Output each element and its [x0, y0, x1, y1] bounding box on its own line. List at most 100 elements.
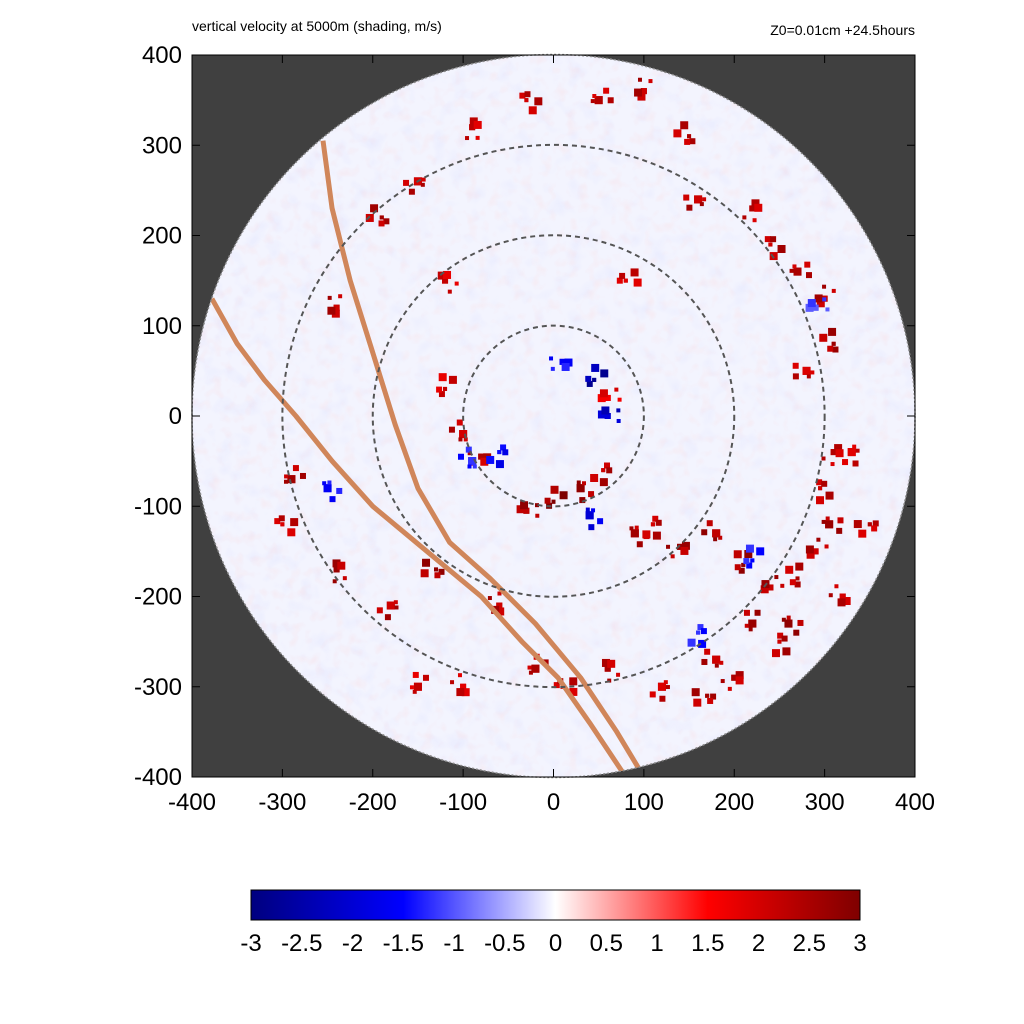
updraft-cell: [496, 607, 505, 616]
updraft-cell: [742, 215, 747, 220]
updraft-cell: [673, 129, 682, 138]
range-ring: [462, 324, 645, 508]
downdraft-cell: [559, 358, 566, 365]
downdraft-cell: [601, 406, 610, 415]
updraft-cell: [852, 460, 859, 467]
downdraft-cell: [502, 449, 509, 456]
updraft-cell: [754, 203, 763, 212]
updraft-cell: [454, 281, 459, 286]
updraft-cell: [603, 87, 610, 94]
updraft-cell: [601, 468, 606, 473]
updraft-cell: [748, 619, 757, 628]
y-tick-label: -100: [134, 493, 182, 520]
updraft-cell: [784, 619, 793, 628]
updraft-cell: [684, 138, 691, 145]
downdraft-cell: [495, 460, 504, 469]
updraft-cell: [550, 485, 559, 494]
updraft-cell: [735, 671, 744, 680]
updraft-cell: [831, 288, 836, 293]
updraft-cell: [278, 515, 285, 522]
velocity-patches: [274, 77, 879, 707]
updraft-cell: [795, 562, 804, 571]
updraft-cell: [701, 529, 708, 536]
updraft-cell: [806, 550, 815, 559]
updraft-cell: [616, 277, 623, 284]
updraft-cell: [853, 520, 862, 529]
updraft-cell: [794, 581, 801, 588]
model-domain: [192, 54, 915, 778]
updraft-cell: [825, 516, 830, 521]
x-tick-label: -400: [168, 789, 216, 816]
updraft-cell: [447, 289, 452, 294]
updraft-cell: [420, 182, 425, 187]
updraft-cell: [456, 419, 463, 426]
coastline: [209, 297, 628, 778]
updraft-cell: [871, 525, 878, 532]
updraft-cell: [821, 456, 826, 461]
updraft-cell: [443, 270, 452, 279]
updraft-cell: [710, 693, 717, 700]
updraft-cell: [443, 386, 448, 391]
updraft-cell: [434, 572, 441, 579]
updraft-cell: [280, 522, 285, 527]
updraft-cell: [290, 518, 299, 527]
downdraft-cell: [825, 307, 830, 312]
updraft-cell: [327, 295, 332, 300]
updraft-cell: [735, 676, 744, 685]
updraft-cell: [744, 623, 749, 628]
downdraft-cell: [497, 450, 502, 455]
x-tick-label: 100: [624, 789, 664, 816]
updraft-cell: [422, 674, 429, 681]
updraft-cell: [496, 602, 503, 609]
x-tick-label: 400: [895, 789, 935, 816]
updraft-cell: [701, 658, 708, 665]
updraft-cell: [590, 473, 599, 482]
updraft-cell: [604, 665, 611, 672]
updraft-cell: [342, 576, 347, 581]
updraft-cell: [837, 517, 844, 524]
updraft-cell: [448, 375, 457, 384]
updraft-cell: [760, 585, 769, 594]
updraft-cell: [832, 346, 839, 353]
updraft-cell: [814, 294, 823, 303]
updraft-cell: [383, 218, 390, 225]
updraft-cell: [378, 220, 385, 227]
updraft-cell: [448, 426, 455, 433]
updraft-cell: [604, 462, 611, 469]
updraft-cell: [751, 199, 760, 208]
updraft-cell: [629, 526, 634, 531]
downdraft-cell: [465, 446, 472, 453]
downdraft-cell: [591, 363, 600, 372]
updraft-cell: [680, 121, 689, 130]
updraft-cell: [665, 685, 670, 690]
updraft-cell: [473, 120, 482, 129]
updraft-cell: [284, 474, 289, 479]
updraft-cell: [771, 649, 780, 658]
downdraft-cell: [585, 507, 590, 512]
updraft-cell: [607, 97, 614, 104]
updraft-cell: [551, 499, 556, 504]
updraft-cell: [287, 528, 296, 537]
colorbar-tick-label: -0.5: [484, 930, 525, 957]
updraft-cell: [299, 472, 306, 479]
updraft-cell: [852, 444, 857, 449]
updraft-cell: [712, 529, 721, 538]
updraft-cell: [786, 615, 791, 620]
updraft-cell: [437, 271, 446, 280]
downdraft-cell: [807, 299, 816, 308]
updraft-cell: [438, 568, 445, 575]
updraft-cell: [789, 579, 796, 586]
updraft-cell: [283, 479, 288, 484]
downdraft-cell: [549, 356, 554, 361]
updraft-cell: [461, 688, 470, 697]
downdraft-cell: [743, 558, 750, 565]
updraft-cell: [450, 680, 455, 685]
colorbar-tick-label: 2.5: [793, 930, 826, 957]
updraft-cell: [707, 697, 714, 704]
updraft-cell: [640, 88, 647, 95]
updraft-cell: [480, 457, 489, 466]
colorbar-tick-label: -3: [240, 930, 261, 957]
updraft-cell: [370, 204, 379, 213]
updraft-cell: [802, 366, 811, 375]
updraft-cell: [777, 639, 782, 644]
